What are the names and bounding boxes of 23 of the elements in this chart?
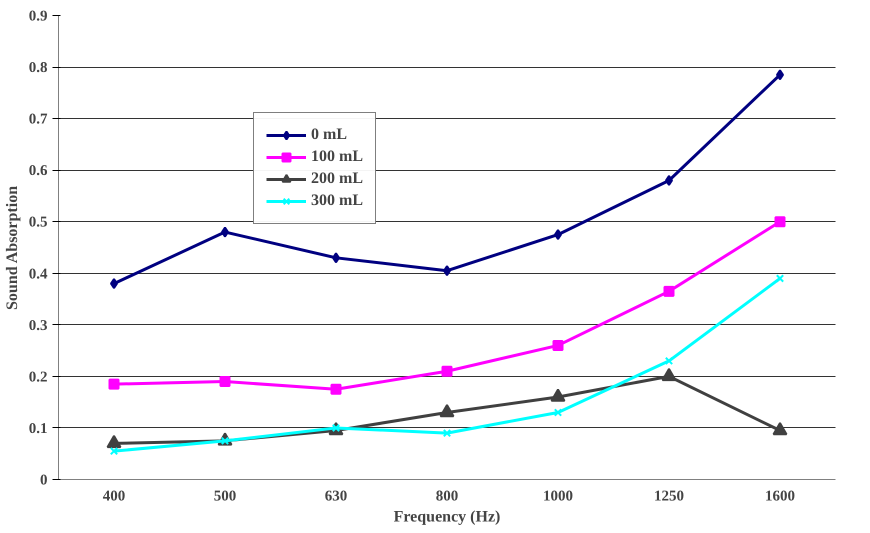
x-tick-label: 630 [324, 488, 348, 504]
y-tick-label: 0.2 [28, 369, 48, 386]
y-tick-label: 0.3 [28, 318, 48, 334]
x-tick-label: 1600 [765, 488, 795, 504]
legend-label: 300 mL [311, 192, 363, 210]
x-axis-title: Frequency (Hz) [394, 508, 500, 526]
y-tick-label: 0.4 [28, 266, 48, 282]
legend-label: 0 mL [311, 126, 347, 144]
y-tick-label: 0.5 [28, 214, 48, 231]
y-tick-label: 0.9 [28, 8, 48, 24]
y-tick-label: 0.8 [28, 60, 48, 76]
x-tick-label: 400 [102, 488, 126, 504]
x-tick-label: 800 [436, 488, 458, 504]
y-tick-label: 0.6 [28, 163, 48, 180]
y-tick-label: 0.7 [28, 112, 48, 128]
y-tick-label: 0.1 [28, 420, 48, 437]
x-tick-label: 1000 [543, 488, 573, 504]
y-axis-title: Sound Absorption [4, 186, 21, 310]
x-tick-label: 500 [214, 488, 236, 504]
x-tick-label: 1250 [654, 488, 684, 504]
y-tick-label: 0 [40, 472, 48, 488]
legend-label: 100 mL [311, 148, 363, 166]
legend-label: 200 mL [311, 170, 363, 188]
